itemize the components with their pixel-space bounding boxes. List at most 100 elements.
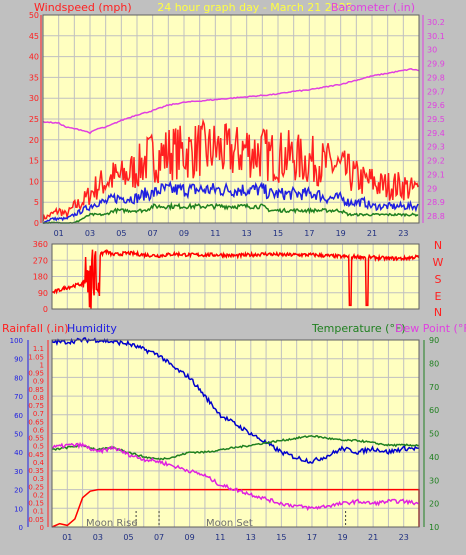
baro-y-tick: 28.9 <box>427 198 445 207</box>
hum-y-tick: 80 <box>14 374 23 382</box>
hum-y-tick: 10 <box>14 505 23 513</box>
dir-y-tick: 0 <box>43 305 48 314</box>
temp-x-tick: 15 <box>276 533 286 542</box>
temp-y-tick: 30 <box>429 476 439 485</box>
rain-y-tick: 0.95 <box>28 370 44 378</box>
wind-x-tick: 13 <box>242 229 252 238</box>
wind-y-tick: 5 <box>34 198 39 207</box>
rain-y-tick: 0.75 <box>28 402 44 410</box>
rainfall-label: Rainfall (.in) <box>2 322 69 335</box>
wind-y-tick: 30 <box>29 94 39 103</box>
wind-x-tick: 01 <box>54 229 64 238</box>
temp-x-tick: 13 <box>246 533 256 542</box>
baro-y-tick: 29.6 <box>427 101 445 110</box>
temp-x-tick: 03 <box>93 533 103 542</box>
wind-y-tick: 15 <box>29 157 39 166</box>
baro-y-tick: 29.5 <box>427 115 445 124</box>
baro-y-tick: 30 <box>427 46 437 55</box>
wind-x-tick: 07 <box>148 229 158 238</box>
wind-x-tick: 03 <box>85 229 95 238</box>
dir-y-tick: 180 <box>33 273 48 282</box>
hum-y-tick: 90 <box>14 356 23 364</box>
temp-y-tick: 70 <box>429 383 439 392</box>
temp-x-tick: 07 <box>154 533 164 542</box>
temp-y-tick: 50 <box>429 430 439 439</box>
rain-y-tick: 1.1 <box>33 345 44 353</box>
rain-y-tick: 0.05 <box>28 516 44 524</box>
dir-y-tick: 90 <box>38 289 48 298</box>
baro-y-tick: 28.8 <box>427 212 445 221</box>
moon-set-label: Moon Set <box>206 518 253 529</box>
wind-panel-series <box>42 68 420 224</box>
baro-y-tick: 30.2 <box>427 18 445 27</box>
rain-y-tick: 1 <box>40 361 44 369</box>
wind-y-tick: 20 <box>29 136 39 145</box>
direction-panel-border <box>51 243 420 310</box>
hum-y-tick: 70 <box>14 393 23 401</box>
dir-y-tick: 270 <box>33 256 48 265</box>
baro-y-tick: 29.7 <box>427 87 445 96</box>
temp-x-tick: 09 <box>185 533 195 542</box>
series-temperature <box>51 435 420 461</box>
temp-y-tick: 10 <box>429 523 439 532</box>
rain-y-tick: 0.5 <box>33 443 44 451</box>
dir-y-tick: 360 <box>33 240 48 249</box>
temp-x-tick: 21 <box>368 533 378 542</box>
series-direction <box>51 248 420 309</box>
baro-y-tick: 29.1 <box>427 170 445 179</box>
dir-letter-n-top: N <box>434 239 442 252</box>
rain-y-tick: 0.1 <box>33 508 44 516</box>
rain-y-tick: 0.25 <box>28 483 44 491</box>
temp-y-tick: 40 <box>429 453 439 462</box>
temp-x-tick: 05 <box>123 533 133 542</box>
temp-y-tick: 90 <box>429 336 439 345</box>
wind-y-tick: 50 <box>29 11 39 20</box>
moon-rise-label: Moon Rise <box>86 518 137 529</box>
wind-y-tick: 10 <box>29 177 39 186</box>
temp-panel-border <box>51 339 420 528</box>
dir-letter-e: E <box>435 290 442 303</box>
baro-y-tick: 30.1 <box>427 32 445 41</box>
rain-y-tick: 0.35 <box>28 467 44 475</box>
hum-y-tick: 100 <box>10 337 23 345</box>
hum-y-tick: 0 <box>19 524 23 532</box>
rain-y-tick: 0.4 <box>33 459 45 467</box>
series-humidity <box>51 336 420 464</box>
wind-x-tick: 23 <box>398 229 408 238</box>
barometer-label: Barometer (.in) <box>331 1 415 14</box>
wind-y-tick: 40 <box>29 53 39 62</box>
hum-y-tick: 20 <box>14 487 23 495</box>
wind-x-tick: 05 <box>116 229 126 238</box>
temperature-label: Temperature (°F) <box>311 322 406 335</box>
wind-x-tick: 11 <box>210 229 220 238</box>
wind-panel-border <box>42 14 420 224</box>
rain-y-tick: 1.05 <box>28 353 44 361</box>
dir-letter-n-bottom: N <box>434 306 442 319</box>
baro-y-tick: 29.8 <box>427 73 445 82</box>
rain-y-tick: 0.85 <box>28 386 44 394</box>
rain-y-tick: 0.65 <box>28 418 44 426</box>
temp-x-tick: 17 <box>307 533 317 542</box>
humidity-label: Humidity <box>67 322 117 335</box>
temp-x-tick: 19 <box>337 533 347 542</box>
wind-x-tick: 09 <box>179 229 189 238</box>
rain-y-tick: 0.8 <box>33 394 44 402</box>
rain-y-tick: 0.3 <box>33 475 44 483</box>
baro-y-tick: 29.4 <box>427 129 445 138</box>
wind-x-tick: 21 <box>367 229 377 238</box>
wind-y-tick: 25 <box>29 115 39 124</box>
series-dewpoint <box>51 441 420 512</box>
temp-panel-series <box>51 336 420 528</box>
dir-letter-s: S <box>435 273 442 286</box>
baro-y-tick: 29 <box>427 184 437 193</box>
direction-panel-axes: 0 90 180 270 360 <box>33 240 48 314</box>
temp-y-tick: 60 <box>429 406 439 415</box>
wind-x-tick: 17 <box>304 229 314 238</box>
rain-y-tick: 0.15 <box>28 500 44 508</box>
wind-x-tick: 19 <box>336 229 346 238</box>
series-barometer <box>42 68 420 135</box>
rain-y-tick: 0.55 <box>28 435 44 443</box>
wind-y-tick: 0 <box>34 219 39 228</box>
temp-x-tick: 01 <box>62 533 72 542</box>
